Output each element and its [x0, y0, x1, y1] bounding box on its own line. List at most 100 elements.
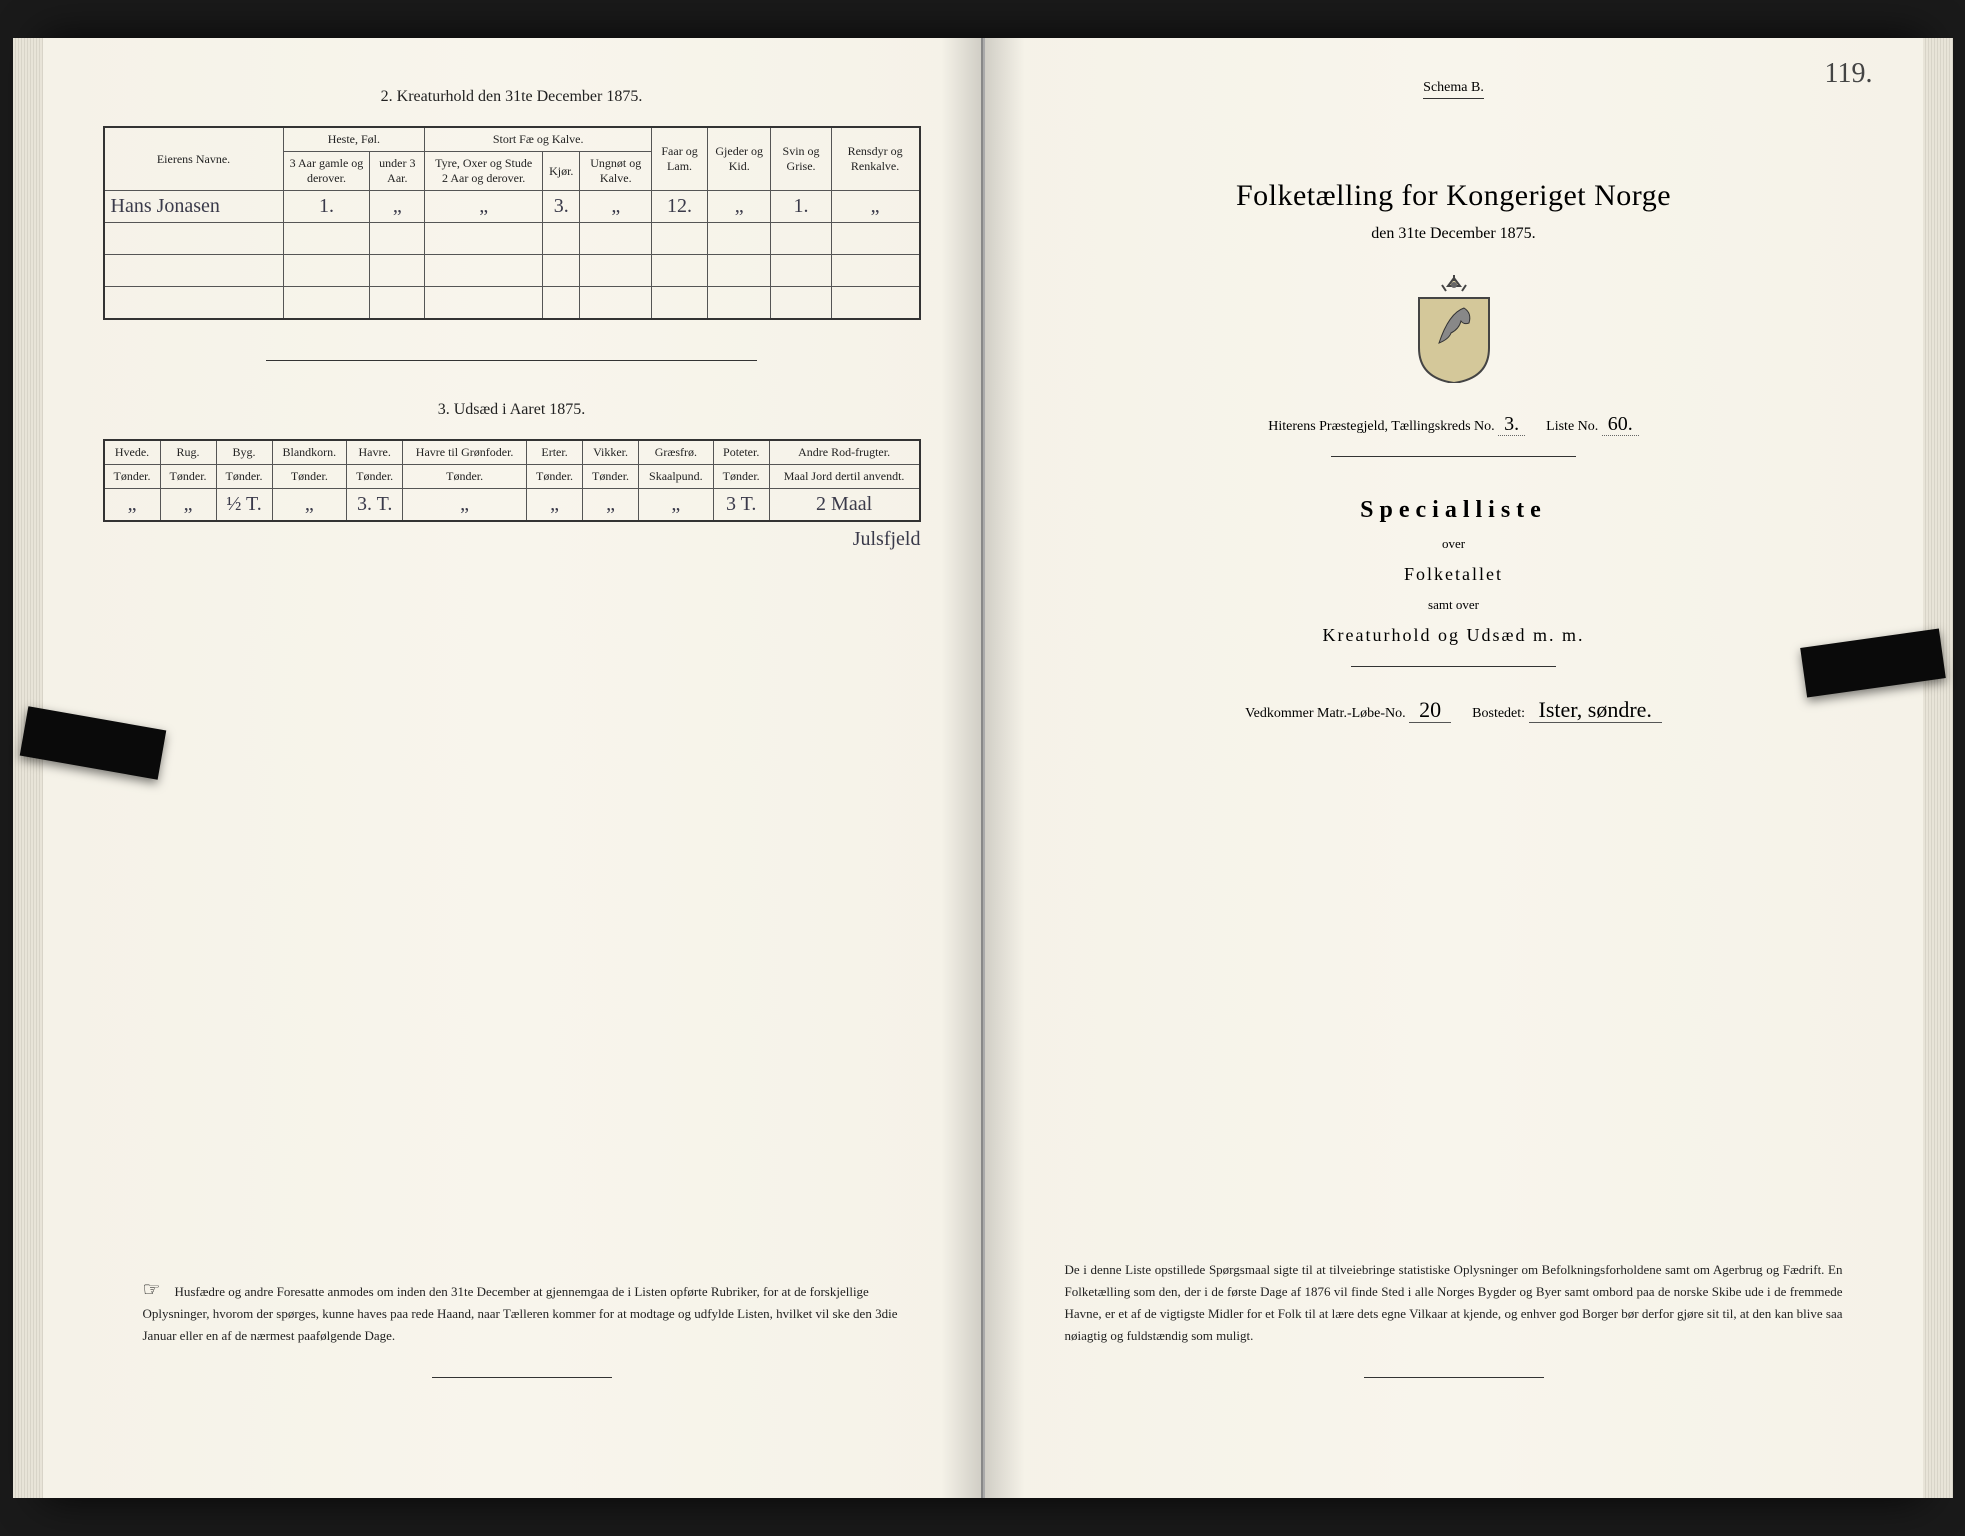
page-number: 119.: [1825, 58, 1873, 90]
col-reindeer: Rensdyr og Renkalve.: [831, 127, 919, 191]
specialliste-title: Specialliste: [1045, 497, 1863, 524]
unit: Tønder.: [403, 464, 527, 488]
table-row: [104, 223, 920, 255]
cell: 1.: [283, 191, 370, 223]
col: Blandkorn.: [272, 440, 347, 465]
footer-rule: [432, 1377, 612, 1378]
section-3-title: 3. Udsæd i Aaret 1875.: [103, 401, 921, 419]
divider: [266, 360, 757, 361]
parish-line: Hiterens Præstegjeld, Tællingskreds No. …: [1045, 413, 1863, 436]
table-row: „ „ ½ T. „ 3. T. „ „ „ „ 3 T. 2 Maal: [104, 488, 920, 521]
bosted-value: Ister, søndre.: [1529, 697, 1662, 723]
cell: „: [403, 488, 527, 521]
cell: „: [831, 191, 919, 223]
cell: „: [425, 191, 543, 223]
main-title: Folketælling for Kongeriget Norge: [1045, 179, 1863, 213]
kreds-no: 3.: [1498, 413, 1525, 436]
footer-note-left: ☞ Husfædre og andre Foresatte anmodes om…: [143, 1277, 901, 1378]
bosted-line: Vedkommer Matr.-Løbe-No. 20 Bostedet: Is…: [1045, 697, 1863, 723]
owner-name: Hans Jonasen: [104, 191, 284, 223]
cell: 1.: [771, 191, 831, 223]
cell: 3. T.: [347, 488, 403, 521]
col-horses-group: Heste, Føl.: [283, 127, 425, 152]
page-edges-right: [1923, 38, 1953, 1498]
bosted-label: Bostedet:: [1472, 706, 1525, 721]
col-owner: Eierens Navne.: [104, 127, 284, 191]
unit: Tønder.: [104, 464, 161, 488]
census-book-spread: 2. Kreaturhold den 31te December 1875. E…: [43, 38, 1923, 1498]
cell: 3.: [543, 191, 580, 223]
footer-note-right: De i denne Liste opstillede Spørgsmaal s…: [1065, 1259, 1843, 1378]
coat-of-arms-icon: [1409, 273, 1499, 383]
col-cattle-group: Stort Fæ og Kalve.: [425, 127, 652, 152]
table-row: [104, 287, 920, 319]
matr-no: 20: [1409, 697, 1451, 723]
col: Erter.: [527, 440, 583, 465]
col-pigs: Svin og Grise.: [771, 127, 831, 191]
cell: „: [580, 191, 652, 223]
cell: ½ T.: [216, 488, 272, 521]
unit: Tønder.: [272, 464, 347, 488]
schema-label: Schema B.: [1423, 80, 1484, 99]
parish-label: Hiterens Præstegjeld, Tællingskreds No.: [1268, 419, 1494, 434]
livestock-table: Eierens Navne. Heste, Føl. Stort Fæ og K…: [103, 126, 921, 320]
pointing-hand-icon: ☞: [143, 1277, 161, 1302]
col: Andre Rod-frugter.: [769, 440, 919, 465]
liste-label: Liste No.: [1546, 419, 1598, 434]
unit: Tønder.: [583, 464, 639, 488]
footer-text: De i denne Liste opstillede Spørgsmaal s…: [1065, 1262, 1843, 1343]
col: Byg.: [216, 440, 272, 465]
cell: 12.: [652, 191, 708, 223]
cell: „: [527, 488, 583, 521]
unit: Tønder.: [527, 464, 583, 488]
divider: [1331, 456, 1576, 457]
table-row: Hans Jonasen 1. „ „ 3. „ 12. „ 1. „: [104, 191, 920, 223]
col: Vikker.: [583, 440, 639, 465]
cell: „: [104, 488, 161, 521]
unit: Tønder.: [713, 464, 769, 488]
cell: 2 Maal: [769, 488, 919, 521]
cell: „: [708, 191, 771, 223]
unit: Skaalpund.: [639, 464, 714, 488]
section-2-title: 2. Kreaturhold den 31te December 1875.: [103, 88, 921, 106]
col-cattle-a: Tyre, Oxer og Stude 2 Aar og derover.: [425, 152, 543, 191]
col: Hvede.: [104, 440, 161, 465]
col: Havre.: [347, 440, 403, 465]
unit: Tønder.: [216, 464, 272, 488]
matr-label: Vedkommer Matr.-Løbe-No.: [1245, 706, 1406, 721]
col: Græsfrø.: [639, 440, 714, 465]
page-edges-left: [13, 38, 43, 1498]
signature: Julsfjeld: [103, 528, 921, 551]
cell: „: [272, 488, 347, 521]
samt-over-label: samt over: [1045, 597, 1863, 613]
table-row: [104, 255, 920, 287]
col: Havre til Grønfoder.: [403, 440, 527, 465]
col-sheep: Faar og Lam.: [652, 127, 708, 191]
cell: 3 T.: [713, 488, 769, 521]
cell: „: [639, 488, 714, 521]
col: Poteter.: [713, 440, 769, 465]
col-goats: Gjeder og Kid.: [708, 127, 771, 191]
cell: „: [370, 191, 425, 223]
cell: „: [160, 488, 216, 521]
liste-no: 60.: [1602, 413, 1639, 436]
unit: Tønder.: [347, 464, 403, 488]
kreatur-label: Kreaturhold og Udsæd m. m.: [1045, 625, 1863, 646]
col-cattle-b: Kjør.: [543, 152, 580, 191]
footer-text: Husfædre og andre Foresatte anmodes om i…: [143, 1284, 898, 1343]
divider: [1351, 666, 1556, 667]
col: Rug.: [160, 440, 216, 465]
col-horses-a: 3 Aar gamle og derover.: [283, 152, 370, 191]
cell: „: [583, 488, 639, 521]
unit: Maal Jord dertil anvendt.: [769, 464, 919, 488]
unit: Tønder.: [160, 464, 216, 488]
over-label: over: [1045, 536, 1863, 552]
right-page: 119. Schema B. Folketælling for Kongerig…: [983, 38, 1923, 1498]
folketallet-label: Folketallet: [1045, 564, 1863, 585]
left-page: 2. Kreaturhold den 31te December 1875. E…: [43, 38, 983, 1498]
col-cattle-c: Ungnøt og Kalve.: [580, 152, 652, 191]
subtitle: den 31te December 1875.: [1045, 225, 1863, 243]
seed-table: Hvede. Rug. Byg. Blandkorn. Havre. Havre…: [103, 439, 921, 522]
footer-rule: [1364, 1377, 1544, 1378]
col-horses-b: under 3 Aar.: [370, 152, 425, 191]
